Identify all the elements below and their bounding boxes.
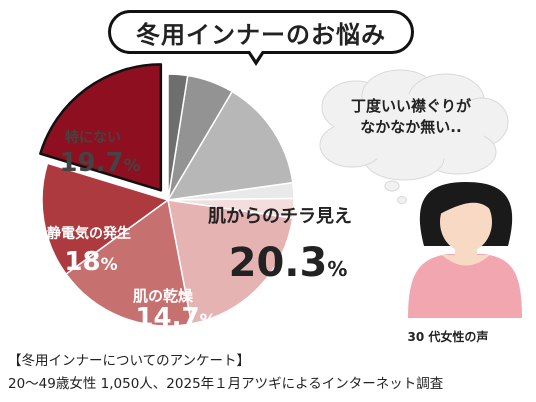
thought-line-1: 丁度いい襟ぐりが xyxy=(350,97,471,115)
pie-slice xyxy=(41,162,169,275)
pie-slice xyxy=(167,90,294,201)
pie-slice xyxy=(39,63,163,192)
survey-title: 【冬用インナーについてのアンケート】 xyxy=(8,353,251,369)
slice-value: 20.3% xyxy=(229,240,348,286)
voice-caption: 30 代女性の声 xyxy=(407,330,489,344)
slice-label: 特にない xyxy=(65,129,121,146)
slice-label: 肌の乾燥 xyxy=(133,287,194,305)
slice-label: 静電気の発生 xyxy=(47,225,131,242)
title-bubble-tail-fill xyxy=(250,51,262,60)
survey-details: 20～49歳女性 1,050人、2025年１月アツギによるインターネット調査 xyxy=(8,376,444,392)
pie-slice xyxy=(167,73,189,201)
pie-slice xyxy=(65,199,193,327)
slice-label: 肌からのチラ見え xyxy=(208,206,352,227)
thought-text: 丁度いい襟ぐりが なかなか無い.. xyxy=(326,96,496,138)
thought-line-2: なかなか無い.. xyxy=(360,118,462,136)
pie-slice xyxy=(167,199,294,325)
page-title: 冬用インナーのお悩み xyxy=(108,10,414,54)
